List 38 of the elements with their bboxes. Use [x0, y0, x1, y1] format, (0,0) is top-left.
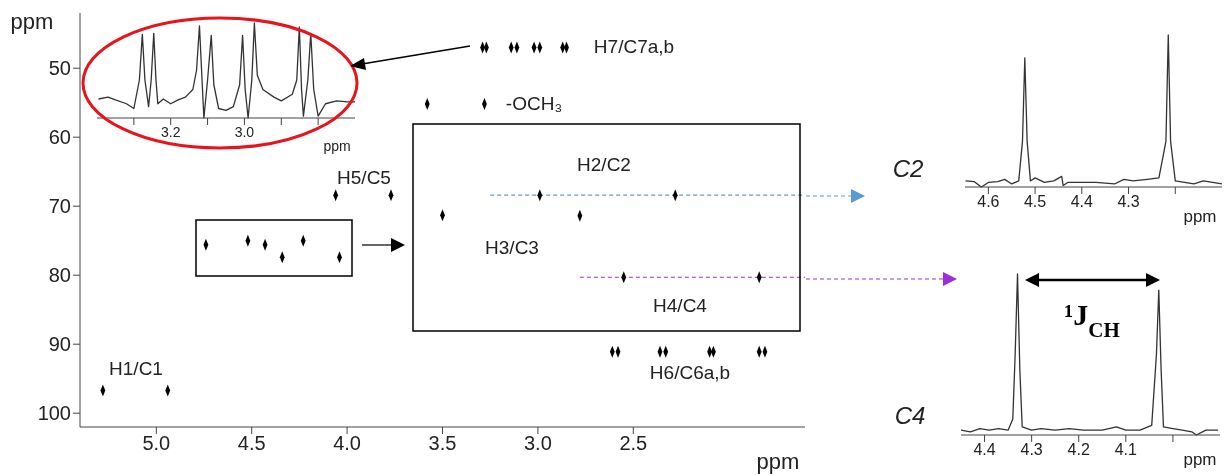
text: C2 — [892, 155, 924, 183]
annotation: H5/C5 — [337, 167, 391, 189]
text: C4 — [894, 402, 926, 430]
x-tick-label: 5.0 — [142, 432, 171, 455]
x-tick-label: 3.5 — [428, 432, 457, 455]
x-tick-label: 3.0 — [523, 432, 552, 455]
x-tick-label: 4.4 — [973, 441, 996, 459]
x-tick-label: 3.0 — [234, 123, 255, 140]
annotation: H1/C1 — [109, 358, 163, 380]
annotation: H7/C7a,b — [593, 36, 675, 58]
annotation: H3/C3 — [485, 237, 539, 259]
y-tick-label: 90 — [48, 333, 71, 356]
annotation: H2/C2 — [577, 154, 631, 176]
annotation: ¹J$_{CH}$ — [1064, 298, 1120, 342]
x-tick-label: 4.2 — [1067, 441, 1090, 459]
x-tick-label: 4.0 — [333, 432, 362, 455]
x-tick-label: 4.1 — [1114, 441, 1138, 459]
annotation: -OCH₃ — [505, 93, 563, 115]
y-tick-label: 60 — [48, 126, 71, 149]
annotation: H6/C6a,b — [649, 362, 731, 384]
y-tick-label: 100 — [37, 402, 71, 425]
y-tick-label: 80 — [48, 264, 71, 287]
x-tick-label: 3.2 — [160, 123, 181, 140]
x-axis-title: ppm — [1183, 207, 1217, 227]
x-tick-label: 4.5 — [237, 432, 266, 455]
x-axis-title: ppm — [756, 449, 800, 475]
x-tick-label: 4.6 — [977, 193, 1000, 211]
x-tick-label: 4.4 — [1070, 193, 1094, 211]
x-tick-label: 4.5 — [1023, 193, 1047, 211]
y-axis-title: ppm — [10, 9, 54, 35]
x-axis-title: ppm — [323, 138, 351, 154]
annotation: H4/C4 — [653, 295, 707, 317]
x-tick-label: 2.5 — [619, 432, 648, 455]
y-tick-label: 70 — [48, 195, 71, 218]
y-tick-label: 50 — [48, 57, 71, 80]
x-tick-label: 4.3 — [1117, 193, 1140, 211]
x-tick-label: 4.3 — [1020, 441, 1043, 459]
x-axis-title: ppm — [1183, 450, 1217, 470]
